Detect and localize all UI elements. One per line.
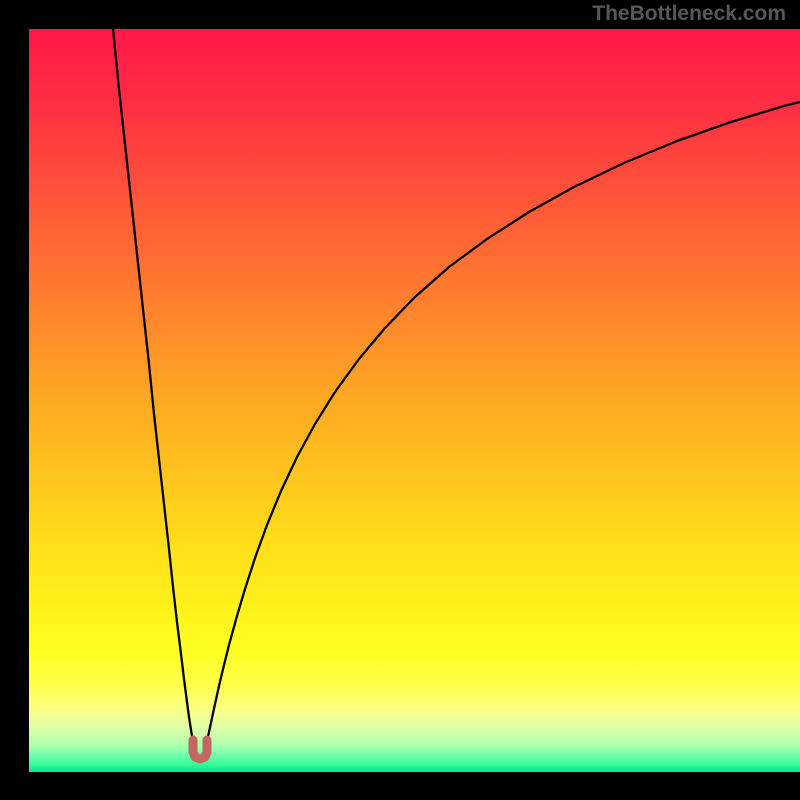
trough-marker bbox=[193, 740, 207, 759]
curve-layer bbox=[29, 29, 800, 772]
chart-container: TheBottleneck.com bbox=[0, 0, 800, 800]
plot-area bbox=[29, 29, 800, 772]
left-branch bbox=[113, 29, 193, 741]
watermark-text: TheBottleneck.com bbox=[592, 2, 786, 26]
right-branch bbox=[207, 102, 800, 741]
